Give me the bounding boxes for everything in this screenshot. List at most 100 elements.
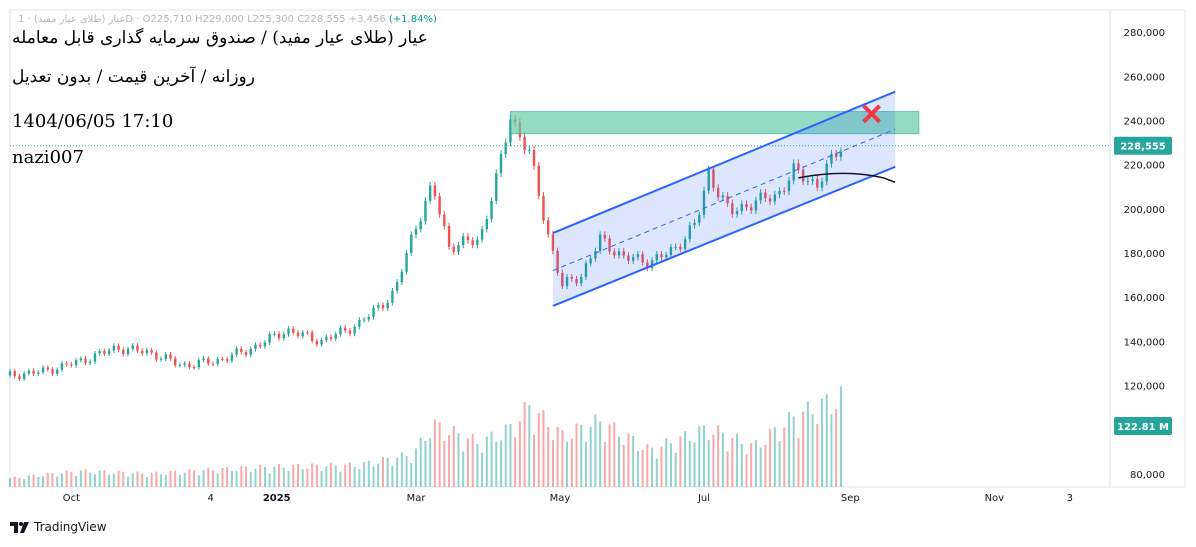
volume-bar (273, 466, 276, 487)
candle-body (806, 180, 810, 182)
chart-datetime: 1404/06/05 17:10 (12, 111, 174, 132)
x-axis-tick-label: Oct (63, 493, 80, 504)
candle-body (292, 328, 295, 333)
volume-bar (816, 424, 819, 487)
candle-body (716, 187, 720, 198)
volume-bar (292, 464, 295, 487)
volume-bar (589, 426, 592, 487)
volume-bar (443, 440, 446, 487)
volume-bar (797, 437, 800, 487)
candle-body (84, 358, 87, 364)
candle-body (683, 239, 687, 250)
volume-bar (835, 409, 838, 487)
volume-bar (792, 416, 795, 487)
channel-upper-line (552, 90, 896, 234)
volume-bar (419, 437, 422, 487)
volume-bar (778, 441, 781, 487)
volume-bar (32, 474, 35, 487)
y-axis-tick-label: 80,000 (1130, 470, 1165, 481)
candle-body (230, 354, 234, 361)
candle-body (259, 344, 262, 347)
candle-body (726, 195, 729, 204)
candle-body (542, 195, 545, 221)
candle-body (768, 198, 772, 202)
tradingview-footer[interactable]: TradingView (10, 520, 107, 534)
candle-body (556, 250, 559, 273)
volume-bar (240, 466, 243, 487)
volume-bar (608, 424, 611, 487)
volume-bar (438, 422, 441, 487)
volume-bar (89, 472, 92, 487)
x-axis-tick-label: May (550, 493, 571, 504)
volume-bar (320, 471, 323, 487)
y-axis-tick-label: 280,000 (1124, 28, 1165, 39)
candle-body (126, 348, 130, 355)
volume-bar (9, 478, 11, 487)
volume-bar (433, 419, 436, 487)
volume-bar (169, 470, 172, 487)
candle-body (174, 358, 177, 366)
candle-body (183, 363, 186, 365)
candle-body (211, 363, 215, 365)
volume-bar (386, 457, 389, 487)
volume-bar (618, 436, 621, 487)
volume-bar (707, 440, 710, 487)
candle-body (70, 364, 73, 366)
volume-bar (717, 425, 720, 487)
candle-body (377, 305, 380, 308)
candle-body (679, 246, 682, 250)
volume-bar (301, 469, 304, 487)
candle-body (235, 348, 238, 355)
x-axis-tick-label: 2025 (263, 493, 291, 504)
volume-bar (839, 386, 842, 487)
candle-body (443, 214, 446, 227)
candle-body (225, 359, 229, 361)
candle-body (575, 278, 578, 284)
candle-body (27, 370, 31, 374)
candle-body (46, 367, 49, 370)
candle-body (244, 352, 248, 355)
cross-marker-stroke (862, 104, 882, 124)
change-percent: (+1.84%) (388, 14, 437, 25)
candle-body (89, 361, 92, 364)
volume-bar (448, 435, 451, 487)
candle-body (707, 169, 710, 191)
candle-body (598, 234, 602, 251)
candle-body (622, 251, 625, 256)
candle-body (438, 196, 441, 215)
volume-bar (599, 421, 602, 487)
candle-body (608, 238, 611, 252)
volume-bar (259, 465, 262, 487)
volume-bar (226, 466, 229, 487)
projection-curve (798, 172, 896, 183)
volume-bar (745, 454, 748, 487)
volume-bar (471, 434, 474, 487)
candle-body (495, 173, 498, 201)
volume-bar (207, 467, 210, 487)
volume-bar (112, 473, 115, 487)
volume-bar (131, 473, 134, 487)
candle-body (221, 358, 224, 360)
volume-bar (811, 414, 814, 487)
candle-body (613, 251, 616, 256)
candle-body (839, 151, 843, 157)
volume-bar (18, 477, 21, 487)
x-axis-tick-label: 4 (207, 493, 213, 504)
candle-body (8, 371, 12, 376)
candle-body (674, 246, 677, 248)
candle-body (546, 220, 550, 235)
candle-body (320, 340, 323, 345)
candle-body (669, 247, 673, 256)
candle-body (410, 234, 413, 254)
x-axis-tick-label: 3 (1067, 493, 1073, 504)
candle-body (594, 250, 597, 259)
volume-bar (429, 438, 432, 487)
volume-badge-bg (1114, 417, 1172, 435)
volume-bar (358, 469, 361, 487)
volume-bar (693, 442, 696, 487)
volume-bar (296, 464, 299, 487)
volume-bar (528, 405, 531, 487)
candle-body (301, 332, 304, 337)
candle-body (655, 254, 658, 261)
